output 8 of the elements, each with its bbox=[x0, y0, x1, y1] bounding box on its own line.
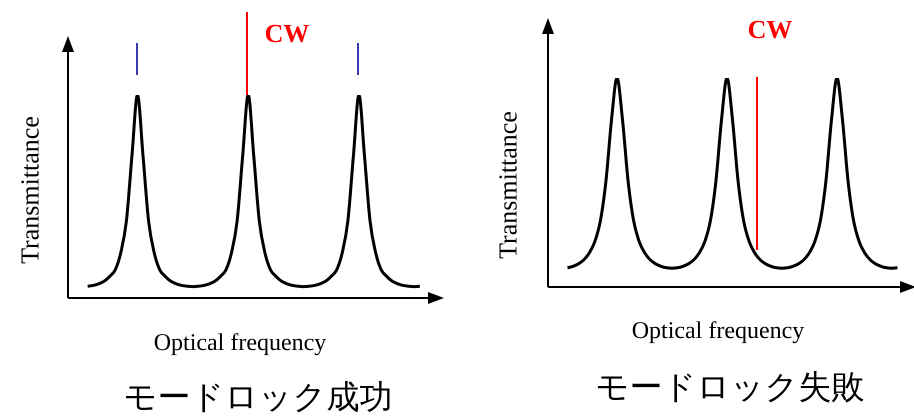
text: モードロック成功 bbox=[124, 377, 392, 416]
x-axis-title: Optical frequency bbox=[154, 330, 326, 356]
y-axis-title: Transmittance bbox=[494, 111, 522, 259]
y-axis-title: Transmittance bbox=[16, 116, 44, 264]
x-axis-title: Optical frequency bbox=[632, 318, 804, 344]
text: CW bbox=[264, 19, 310, 48]
text: CW bbox=[748, 15, 792, 44]
text: モードロック失敗 bbox=[596, 367, 864, 406]
